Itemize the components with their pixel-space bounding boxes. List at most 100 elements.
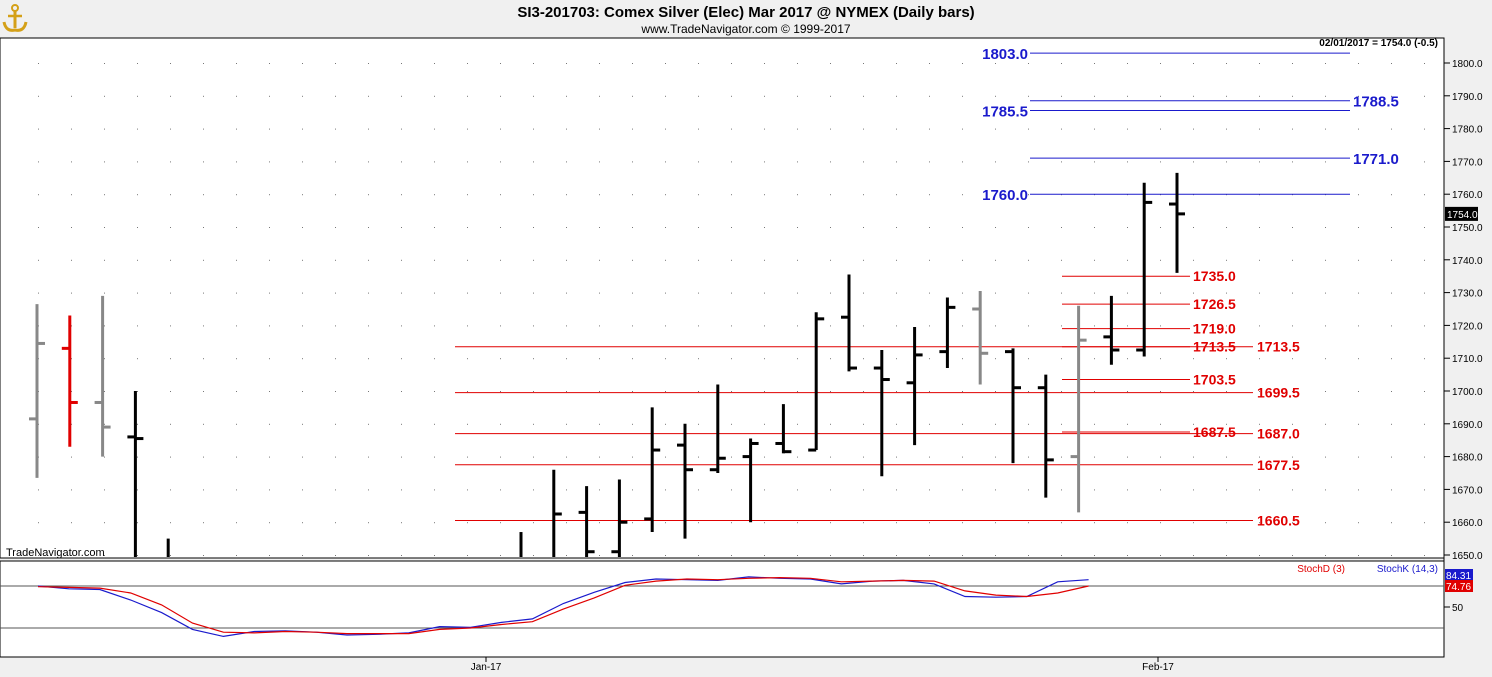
ohlc-bar [775, 404, 792, 454]
grid-dot [38, 63, 39, 64]
grid-dot [797, 358, 798, 360]
grid-dot [797, 292, 798, 294]
grid-dot [203, 128, 204, 130]
grid-dot [1259, 391, 1260, 392]
grid-dot [71, 95, 72, 97]
y-axis-tick-label: 1720.0 [1452, 321, 1483, 332]
grid-dot [1325, 423, 1326, 425]
grid-dot [830, 555, 831, 556]
grid-dot [302, 456, 303, 458]
y-axis-tick-label: 1760.0 [1452, 190, 1483, 201]
grid-dot [71, 194, 72, 196]
grid-dot [929, 391, 930, 392]
grid-dot [830, 128, 831, 130]
grid-dot [500, 522, 501, 524]
grid-dot [170, 95, 171, 97]
grid-dot [1259, 358, 1260, 360]
grid-dot [1292, 292, 1293, 294]
grid-dot [203, 358, 204, 360]
grid-dot [203, 522, 204, 524]
grid-dot [1193, 227, 1194, 228]
grid-dot [137, 194, 138, 196]
grid-dot [269, 391, 270, 392]
anchor-logo-icon[interactable] [2, 4, 28, 32]
grid-dot [1028, 194, 1029, 196]
grid-dot [104, 259, 105, 261]
grid-dot [71, 555, 72, 556]
chart-title: SI3-201703: Comex Silver (Elec) Mar 2017… [517, 4, 974, 21]
ohlc-bar [1169, 172, 1185, 273]
grid-dot [830, 194, 831, 196]
grid-dot [1424, 325, 1425, 327]
grid-dot [1424, 63, 1425, 64]
grid-dot [995, 456, 996, 458]
ohlc-bar [742, 438, 759, 523]
grid-dot [170, 161, 171, 163]
y-axis-tick-label: 1690.0 [1452, 420, 1483, 431]
grid-dot [368, 63, 369, 64]
grid-dot [1325, 292, 1326, 294]
grid-dot [434, 456, 435, 458]
grid-dot [401, 489, 402, 491]
grid-dot [1292, 555, 1293, 556]
grid-dot [269, 63, 270, 64]
grid-dot [764, 555, 765, 556]
grid-dot [863, 391, 864, 392]
grid-dot [500, 292, 501, 294]
grid-dot [731, 358, 732, 360]
grid-dot [863, 194, 864, 196]
grid-dot [269, 358, 270, 360]
grid-dot [1028, 489, 1029, 491]
grid-dot [335, 456, 336, 458]
grid-dot [698, 555, 699, 556]
grid-dot [1061, 63, 1062, 64]
grid-dot [797, 391, 798, 392]
grid-dot [401, 259, 402, 261]
grid-dot [1358, 161, 1359, 163]
grid-dot [1193, 95, 1194, 97]
grid-dot [962, 63, 963, 64]
y-axis-tick-label: 1730.0 [1452, 289, 1483, 300]
grid-dot [434, 128, 435, 130]
grid-dot [434, 95, 435, 97]
grid-dot [401, 555, 402, 556]
grid-dot [1193, 161, 1194, 163]
grid-dot [467, 522, 468, 524]
grid-dot [1292, 391, 1293, 392]
grid-dot [533, 358, 534, 360]
grid-dot [1424, 489, 1425, 491]
ohlc-bar [677, 423, 693, 539]
grid-dot [1358, 325, 1359, 327]
grid-dot [962, 161, 963, 163]
grid-dot [665, 456, 666, 458]
grid-dot [698, 325, 699, 327]
grid-dot [104, 325, 105, 327]
price-pane [0, 37, 1445, 559]
grid-dot [1061, 128, 1062, 130]
grid-dot [335, 259, 336, 261]
grid-dot [38, 194, 39, 196]
grid-dot [203, 325, 204, 327]
grid-dot [1259, 423, 1260, 425]
grid-dot [1193, 489, 1194, 491]
grid-dot [170, 227, 171, 228]
grid-dot [1325, 358, 1326, 360]
grid-dot [1127, 292, 1128, 294]
grid-dot [1127, 522, 1128, 524]
grid-dot [335, 423, 336, 425]
grid-dot [368, 423, 369, 425]
grid-dot [632, 95, 633, 97]
grid-dot [1061, 325, 1062, 327]
grid-dot [137, 391, 138, 392]
grid-dot [533, 259, 534, 261]
grid-dot [104, 161, 105, 163]
grid-dot [599, 391, 600, 392]
ohlc-bar [1103, 295, 1120, 365]
grid-dot [1391, 522, 1392, 524]
grid-dot [302, 423, 303, 425]
grid-dot [1094, 95, 1095, 97]
grid-dot [500, 63, 501, 64]
grid-dot [203, 456, 204, 458]
grid-dot [1424, 522, 1425, 524]
grid-dot [1094, 423, 1095, 425]
